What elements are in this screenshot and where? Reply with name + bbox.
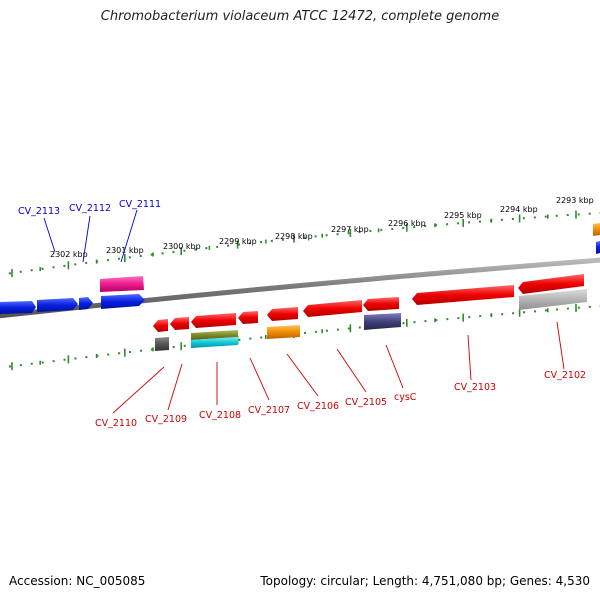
gene-feature[interactable] [155, 337, 169, 351]
gene-label-cv-2106[interactable]: CV_2106 [297, 401, 339, 412]
gene-label-cv-2102[interactable]: CV_2102 [544, 370, 586, 381]
scale-label-2297: 2297 kbp [331, 225, 369, 234]
gene-label-cv-2107[interactable]: CV_2107 [248, 405, 290, 416]
gene-feature[interactable] [593, 223, 600, 236]
genome-title: Chromobacterium violaceum ATCC 12472, co… [100, 9, 500, 24]
scale-label-2302: 2302 kbp [50, 250, 88, 259]
gene-feature[interactable] [100, 276, 144, 292]
scale-label-2293: 2293 kbp [556, 196, 594, 205]
reverse-strand-genes [153, 274, 587, 351]
scale-label-2296: 2296 kbp [388, 219, 426, 228]
gene-feature[interactable] [596, 241, 600, 254]
gene-feature[interactable] [191, 330, 238, 340]
gene-feature[interactable] [267, 307, 298, 321]
gene-feature[interactable] [191, 313, 236, 328]
gene-feature[interactable] [153, 319, 168, 332]
gene-feature[interactable] [37, 298, 78, 312]
gene-feature[interactable] [412, 285, 514, 305]
forward-gene-labels: CV_2113 CV_2112 CV_2111 [18, 199, 161, 217]
gene-feature[interactable] [0, 301, 36, 314]
gene-label-cv-2108[interactable]: CV_2108 [199, 410, 241, 421]
gene-feature[interactable] [364, 313, 401, 330]
scale-label-2294: 2294 kbp [500, 205, 538, 214]
forward-label-leaders [43, 209, 138, 263]
gene-feature[interactable] [267, 325, 300, 339]
accession-text: Accession: NC_005085 [9, 574, 146, 588]
scale-label-2299: 2299 kbp [219, 237, 257, 246]
gene-feature[interactable] [519, 289, 587, 310]
gene-feature[interactable] [303, 300, 362, 317]
outer-major-ticks [11, 210, 577, 278]
gene-feature[interactable] [363, 297, 399, 311]
gene-label-cv-2103[interactable]: CV_2103 [454, 382, 496, 393]
reverse-gene-labels: CV_2110 CV_2109 CV_2108 CV_2107 CV_2106 … [95, 370, 586, 429]
gene-label-cv-2109[interactable]: CV_2109 [145, 414, 187, 425]
gene-label-cysc[interactable]: cysC [394, 392, 417, 403]
gene-label-cv-2111[interactable]: CV_2111 [119, 199, 161, 210]
forward-strand-genes [0, 223, 600, 314]
gene-label-cv-2113[interactable]: CV_2113 [18, 206, 60, 217]
scale-label-2295: 2295 kbp [444, 211, 482, 220]
gene-label-cv-2112[interactable]: CV_2112 [69, 203, 111, 214]
reverse-label-leaders [112, 321, 565, 414]
gene-feature[interactable] [238, 311, 258, 324]
gene-label-cv-2110[interactable]: CV_2110 [95, 418, 137, 429]
scale-label-2298: 2298 kbp [275, 232, 313, 241]
gene-label-cv-2105[interactable]: CV_2105 [345, 397, 387, 408]
gene-feature[interactable] [518, 274, 584, 294]
scale-label-2300: 2300 kbp [163, 242, 201, 251]
gene-feature[interactable] [191, 337, 238, 348]
gene-feature[interactable] [170, 317, 189, 330]
topology-text: Topology: circular; Length: 4,751,080 bp… [260, 574, 590, 588]
gene-feature[interactable] [101, 294, 145, 309]
gene-feature[interactable] [79, 297, 93, 310]
